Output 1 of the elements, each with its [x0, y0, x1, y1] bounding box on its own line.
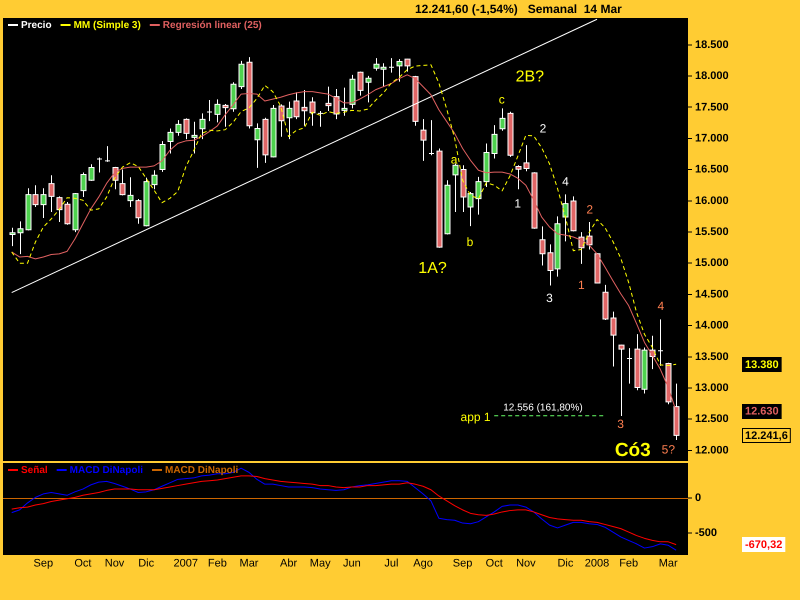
candlestick — [10, 227, 16, 247]
